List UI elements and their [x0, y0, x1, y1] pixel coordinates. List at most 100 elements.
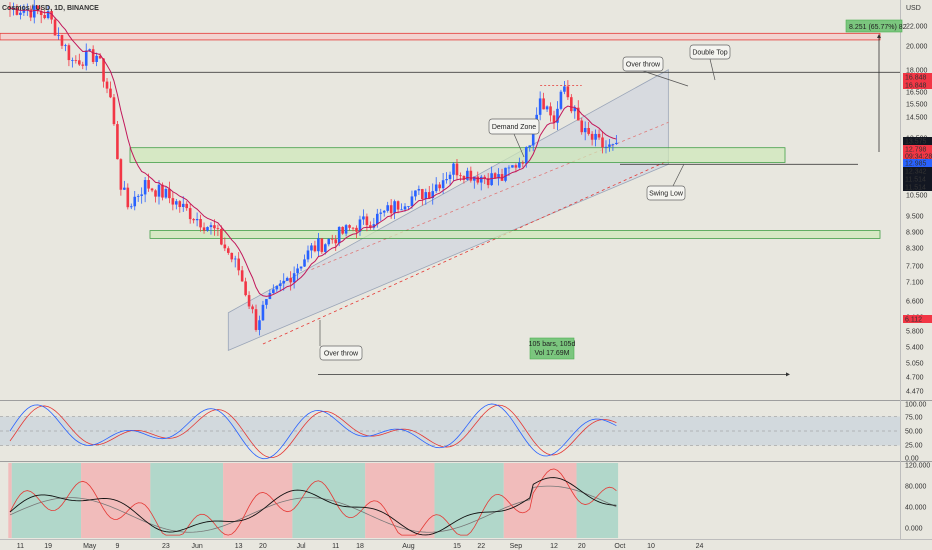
candle-body[interactable]	[285, 277, 289, 281]
candle-body[interactable]	[64, 45, 67, 47]
candle-body[interactable]	[195, 219, 199, 221]
candle-body[interactable]	[320, 238, 324, 252]
candle-body[interactable]	[441, 180, 445, 189]
candle-body[interactable]	[407, 206, 410, 207]
candle-body[interactable]	[424, 192, 428, 200]
osc-main-line[interactable]	[9, 477, 617, 536]
candle-body[interactable]	[171, 198, 175, 205]
candle-body[interactable]	[275, 286, 279, 290]
candle-body[interactable]	[22, 9, 26, 13]
candle-body[interactable]	[8, 6, 12, 9]
candle-body[interactable]	[403, 206, 407, 210]
candle-body[interactable]	[538, 98, 542, 115]
candle-body[interactable]	[462, 175, 466, 180]
candle-body[interactable]	[337, 226, 341, 244]
candle-body[interactable]	[448, 174, 452, 180]
candle-body[interactable]	[129, 206, 133, 208]
candle-body[interactable]	[479, 176, 483, 183]
candle-body[interactable]	[504, 167, 507, 181]
candle-body[interactable]	[223, 244, 227, 249]
candle-body[interactable]	[29, 9, 33, 18]
candle-body[interactable]	[306, 250, 310, 260]
candle-body[interactable]	[393, 201, 396, 214]
candle-body[interactable]	[67, 45, 71, 61]
candle-body[interactable]	[136, 195, 140, 197]
candle-body[interactable]	[84, 50, 88, 66]
candle-body[interactable]	[161, 184, 164, 198]
candle-body[interactable]	[289, 277, 292, 283]
candle-body[interactable]	[400, 209, 403, 211]
candle-body[interactable]	[445, 179, 448, 181]
candle-body[interactable]	[573, 107, 577, 112]
candle-body[interactable]	[272, 289, 275, 294]
candle-body[interactable]	[213, 225, 216, 229]
candle-body[interactable]	[60, 35, 64, 46]
candle-body[interactable]	[206, 227, 209, 231]
candle-body[interactable]	[50, 11, 53, 20]
candle-body[interactable]	[524, 147, 528, 164]
candle-body[interactable]	[317, 238, 320, 252]
candle-body[interactable]	[303, 259, 306, 267]
candle-body[interactable]	[531, 131, 535, 146]
candle-body[interactable]	[282, 280, 286, 284]
candle-body[interactable]	[296, 268, 299, 274]
candle-body[interactable]	[434, 184, 438, 192]
candle-body[interactable]	[244, 281, 247, 296]
candle-body[interactable]	[372, 224, 376, 228]
candle-body[interactable]	[143, 180, 147, 195]
candle-body[interactable]	[493, 173, 497, 179]
candle-body[interactable]	[580, 120, 584, 133]
candle-body[interactable]	[78, 60, 81, 65]
candle-body[interactable]	[469, 170, 473, 181]
candle-body[interactable]	[226, 248, 230, 253]
candle-body[interactable]	[355, 227, 358, 232]
stoch-k-line[interactable]	[9, 403, 617, 460]
candle-body[interactable]	[261, 304, 265, 321]
candle-body[interactable]	[188, 208, 192, 220]
candle-body[interactable]	[601, 137, 604, 148]
candle-body[interactable]	[202, 227, 206, 231]
candle-body[interactable]	[611, 144, 615, 145]
candle-body[interactable]	[566, 86, 570, 98]
candle-body[interactable]	[126, 187, 130, 208]
candle-body[interactable]	[431, 191, 435, 199]
candle-body[interactable]	[112, 97, 116, 125]
candle-body[interactable]	[247, 295, 251, 307]
candle-body[interactable]	[46, 11, 50, 19]
candle-body[interactable]	[421, 189, 424, 200]
candle-body[interactable]	[604, 146, 608, 148]
candle-body[interactable]	[452, 163, 455, 175]
candle-body[interactable]	[369, 225, 372, 228]
candle-body[interactable]	[490, 173, 493, 186]
candle-body[interactable]	[140, 194, 143, 196]
candle-body[interactable]	[292, 273, 296, 283]
candle-body[interactable]	[310, 245, 313, 251]
candle-body[interactable]	[552, 115, 556, 123]
candle-body[interactable]	[344, 225, 348, 234]
candle-body[interactable]	[476, 176, 480, 183]
candle-body[interactable]	[351, 227, 355, 229]
candle-body[interactable]	[358, 219, 362, 232]
candle-body[interactable]	[327, 238, 331, 245]
resistance-zone[interactable]	[0, 32, 881, 41]
candle-body[interactable]	[594, 133, 597, 140]
candle-body[interactable]	[341, 226, 344, 234]
candle-body[interactable]	[576, 107, 580, 121]
candle-body[interactable]	[507, 167, 511, 169]
candle-body[interactable]	[43, 15, 46, 19]
candle-body[interactable]	[608, 144, 611, 147]
candle-body[interactable]	[313, 245, 317, 252]
candle-body[interactable]	[230, 252, 234, 260]
candle-body[interactable]	[95, 55, 98, 62]
candle-body[interactable]	[459, 175, 462, 177]
bars-measure-label[interactable]	[529, 337, 575, 360]
candle-body[interactable]	[559, 91, 563, 109]
candle-body[interactable]	[427, 192, 431, 199]
candle-body[interactable]	[185, 203, 189, 209]
candle-body[interactable]	[32, 5, 36, 18]
candle-body[interactable]	[164, 188, 168, 198]
candle-body[interactable]	[74, 60, 78, 61]
candle-body[interactable]	[375, 213, 379, 225]
demand-zone-callout[interactable]	[488, 118, 540, 135]
